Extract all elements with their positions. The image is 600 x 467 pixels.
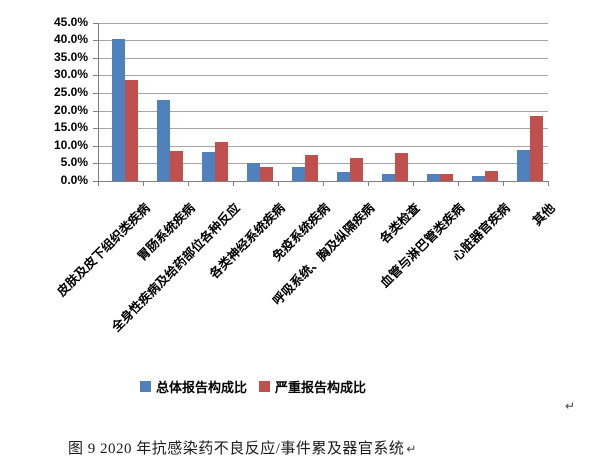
x-axis-tick — [548, 181, 549, 186]
figure-caption: 图 9 2020 年抗感染药不良反应/事件累及器官系统 ↵ — [68, 437, 417, 458]
bar-total-report — [246, 163, 260, 181]
y-gridline — [98, 163, 548, 165]
bar-total-report — [201, 151, 215, 181]
y-axis-tick — [93, 75, 98, 77]
x-axis-tick — [233, 181, 234, 186]
y-axis-label: 10.0% — [53, 137, 88, 152]
x-axis-tick — [368, 181, 369, 186]
y-axis-label: 35.0% — [53, 49, 88, 64]
bar-total-report — [516, 150, 530, 181]
bar-serious-report — [394, 152, 408, 181]
bar-total-report — [291, 166, 305, 181]
x-axis-tick — [143, 181, 144, 186]
y-axis-label: 30.0% — [53, 67, 88, 82]
legend-label: 严重报告构成比 — [275, 380, 367, 395]
y-axis-tick — [93, 128, 98, 130]
paragraph-return-mark: ↵ — [565, 399, 576, 413]
bar-serious-report — [259, 167, 273, 181]
y-gridline — [98, 22, 548, 24]
caption-return-mark: ↵ — [406, 442, 417, 456]
y-gridline — [98, 110, 548, 112]
x-axis-tick — [98, 181, 99, 186]
legend-item: 总体报告构成比 — [140, 377, 247, 396]
bar-serious-report — [349, 157, 363, 181]
bar-serious-report — [124, 79, 138, 181]
bar-serious-report — [439, 173, 453, 181]
y-axis-tick — [93, 40, 98, 42]
y-axis-label: 40.0% — [53, 32, 88, 47]
x-axis-tick — [323, 181, 324, 186]
y-axis-tick — [93, 57, 98, 59]
bar-total-report — [156, 100, 170, 181]
x-axis-tick — [413, 181, 414, 186]
y-axis-label: 15.0% — [53, 120, 88, 135]
x-axis-category-label: 其他 — [530, 200, 558, 229]
y-gridline — [98, 145, 548, 147]
y-gridline — [98, 40, 548, 42]
y-gridline — [98, 93, 548, 94]
y-axis-tick — [93, 181, 98, 182]
bar-total-report — [381, 173, 395, 181]
legend-swatch-icon — [259, 381, 271, 392]
y-axis-tick — [93, 163, 98, 165]
x-axis-tick — [188, 181, 189, 186]
chart-legend: 总体报告构成比 严重报告构成比 — [140, 377, 366, 396]
legend-swatch-icon — [140, 381, 151, 392]
bar-serious-report — [169, 151, 183, 181]
x-axis-tick — [458, 181, 459, 186]
y-axis-label: 45.0% — [53, 14, 88, 29]
bar-total-report — [471, 175, 485, 181]
bar-total-report — [111, 39, 125, 181]
y-axis-tick — [93, 93, 98, 94]
bar-total-report — [426, 173, 440, 181]
bar-serious-report — [214, 141, 228, 181]
legend-label: 总体报告构成比 — [156, 380, 248, 395]
bar-serious-report — [529, 116, 543, 181]
bar-serious-report — [304, 154, 318, 181]
y-axis-label: 20.0% — [53, 102, 88, 117]
legend-item: 严重报告构成比 — [259, 377, 366, 396]
bar-total-report — [336, 172, 350, 181]
y-axis-label: 5.0% — [60, 155, 88, 170]
y-axis-tick — [93, 22, 98, 24]
x-axis-tick — [278, 181, 279, 186]
y-gridline — [98, 128, 548, 130]
x-axis-tick — [503, 181, 504, 186]
y-gridline — [98, 75, 548, 77]
bar-chart: 0.0% 5.0% 10.0% 15.0% 20.0% 25.0% 30.0% 35.0% 40… — [53, 14, 558, 335]
y-axis-tick — [93, 110, 98, 112]
y-axis-tick — [93, 145, 98, 147]
figure-caption-text: 图 9 2020 年抗感染药不良反应/事件累及器官系统 — [68, 441, 405, 457]
y-axis-label: 25.0% — [53, 85, 88, 99]
y-axis-line — [98, 22, 99, 181]
y-gridline — [98, 57, 548, 59]
y-axis-label: 0.0% — [60, 173, 88, 187]
bar-serious-report — [484, 171, 498, 181]
